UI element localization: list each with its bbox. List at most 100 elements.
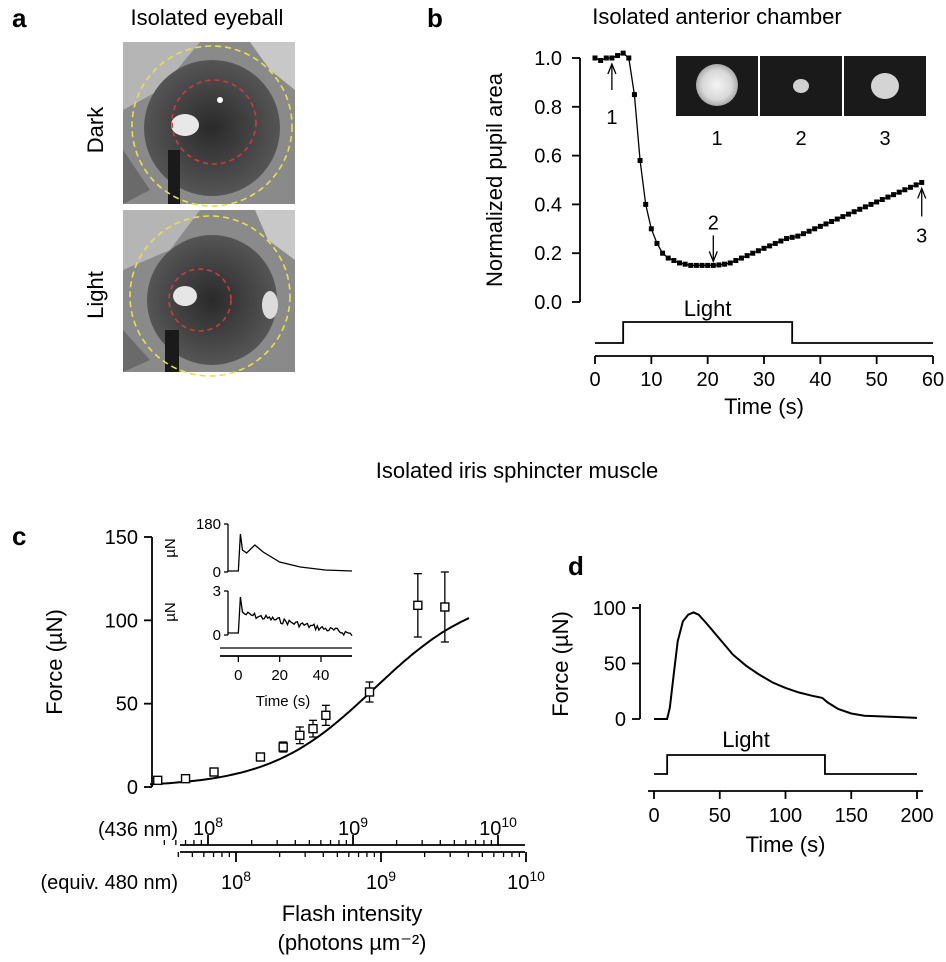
panel-c-480-tick-label: 108 bbox=[221, 868, 251, 894]
panel-b-data-point bbox=[699, 262, 705, 268]
panel-b-data-point bbox=[879, 197, 885, 203]
panel-b-data-point bbox=[829, 218, 835, 224]
pupil-outline-light bbox=[168, 268, 232, 332]
panel-b-data-point bbox=[823, 221, 829, 227]
panel-b-arrow-label-2: 2 bbox=[708, 212, 719, 234]
panel-c-data-point bbox=[364, 687, 375, 697]
panel-b-data-point bbox=[660, 250, 666, 256]
iris-outline-dark bbox=[131, 45, 293, 207]
panel-c-data-point bbox=[295, 730, 305, 741]
panel-d-chart: 0 50 100 Force (µN) Light 0 50 100 150 200 Time (s… bbox=[548, 598, 934, 857]
panel-d-y-tick-label: 100 bbox=[593, 598, 626, 620]
panel-c-data-point bbox=[278, 742, 288, 752]
panel-b-data-point bbox=[727, 260, 733, 266]
panel-c-436-tick-exponent: 8 bbox=[215, 814, 223, 830]
panel-c-x-axis-units: (photons µm⁻²) bbox=[278, 930, 427, 955]
panel-c-data-point bbox=[255, 752, 266, 762]
inset-top-y-tick-label: 0 bbox=[213, 564, 221, 581]
panel-b-data-point bbox=[750, 250, 756, 256]
panel-c-436-tick-label: 109 bbox=[338, 814, 368, 840]
inset-x-tick-label: 40 bbox=[313, 667, 330, 684]
panel-b-title: Isolated anterior chamber bbox=[592, 4, 841, 29]
panel-a-letter: a bbox=[12, 3, 27, 33]
panel-b-data-point bbox=[806, 228, 812, 234]
inset-bottom-y-tick-label: 3 bbox=[213, 583, 221, 600]
panel-c-x-axis-label: Flash intensity bbox=[282, 901, 423, 926]
panel-b-x-tick-label: 0 bbox=[589, 369, 600, 391]
panel-b-data-point bbox=[896, 189, 902, 195]
panel-d-light-label: Light bbox=[722, 727, 770, 752]
inset-image-label-2: 2 bbox=[795, 128, 806, 150]
panel-c-480-tick-exponent: 8 bbox=[243, 868, 251, 884]
panel-b-data-point bbox=[857, 206, 863, 212]
panel-b-data-point bbox=[682, 261, 688, 267]
panel-b-data-point bbox=[862, 204, 868, 210]
panel-c-436-tick-label: 108 bbox=[193, 814, 223, 840]
panel-b-data-point bbox=[598, 57, 604, 63]
panel-d-y-tick-label: 50 bbox=[604, 654, 626, 676]
panel-c-letter: c bbox=[12, 521, 26, 551]
panel-d-force-trace bbox=[654, 611, 918, 720]
panel-c-480-tick-exponent: 10 bbox=[529, 868, 545, 884]
panel-c-fit-curve bbox=[149, 617, 470, 786]
panel-b-data-point bbox=[648, 226, 654, 232]
panel-c-data-point bbox=[308, 723, 318, 734]
panel-b-data-point bbox=[722, 261, 728, 267]
panel-b-data-point bbox=[716, 262, 722, 268]
panel-b-x-tick-label: 10 bbox=[640, 369, 662, 391]
panel-b-data-point bbox=[795, 233, 801, 239]
panel-b-data-point bbox=[800, 231, 806, 237]
panel-b-data-point bbox=[626, 55, 632, 61]
panel-c-436-axis-label: (436 nm) bbox=[98, 819, 178, 841]
panel-b-data-point bbox=[834, 216, 840, 222]
panel-d-y-axis-label: Force (µN) bbox=[548, 611, 573, 717]
panel-d-x-tick-label: 100 bbox=[769, 805, 802, 827]
panel-b-data-point bbox=[665, 255, 671, 261]
inset-top-trace bbox=[228, 533, 353, 572]
panel-b-inset-images bbox=[676, 56, 926, 116]
panel-b-chart: 0.0 0.2 0.4 0.6 0.8 1.0 Normalized pupil area 1… bbox=[482, 48, 944, 419]
inset-top-y-label: µN bbox=[162, 538, 179, 557]
panel-b-y-tick-label: 0.0 bbox=[534, 292, 562, 314]
panel-b-x-axis-label: Time (s) bbox=[724, 394, 804, 419]
panel-b-arrowhead-1 bbox=[607, 62, 617, 75]
panel-b-data-point bbox=[840, 214, 846, 220]
panel-b-data-point bbox=[868, 201, 874, 207]
panel-c-480-tick-exponent: 9 bbox=[388, 868, 396, 884]
panel-b-data-point bbox=[784, 236, 790, 242]
inset-image-label-1: 1 bbox=[711, 128, 722, 150]
panel-c-436-tick-exponent: 9 bbox=[360, 814, 368, 830]
panel-d-light-trace bbox=[654, 754, 917, 775]
panel-d-x-axis-label: Time (s) bbox=[746, 832, 826, 857]
panel-b-data-point bbox=[817, 223, 823, 229]
panel-d-x-tick-label: 150 bbox=[835, 805, 868, 827]
panel-c-data-point bbox=[180, 773, 191, 784]
panel-b-y-axis-label: Normalized pupil area bbox=[482, 72, 507, 287]
panel-b-y-tick-label: 1.0 bbox=[534, 48, 562, 70]
panel-b-data-point bbox=[592, 55, 598, 61]
panel-b-letter: b bbox=[427, 3, 443, 33]
panel-c-480-axis-label: (equiv. 480 nm) bbox=[41, 872, 178, 894]
panel-b-data-point bbox=[919, 179, 925, 185]
panel-b-data-point bbox=[846, 211, 851, 217]
panel-b-arrow-label-1: 1 bbox=[606, 107, 617, 129]
section-title: Isolated iris sphincter muscle bbox=[376, 458, 658, 483]
panel-b-arrowhead-3 bbox=[917, 186, 927, 199]
panel-b-data-point bbox=[767, 243, 773, 249]
dark-label: Dark bbox=[83, 106, 108, 153]
panel-c-436-tick-exponent: 10 bbox=[501, 814, 517, 830]
panel-b-arrow-label-3: 3 bbox=[916, 225, 927, 247]
panel-b-data-point bbox=[643, 201, 649, 207]
panel-c-y-tick-label: 0 bbox=[127, 777, 138, 799]
panel-c-y-tick-label: 50 bbox=[116, 694, 138, 716]
panel-d-letter: d bbox=[568, 551, 584, 581]
inset-bottom-trace bbox=[228, 596, 353, 637]
panel-b-data-point bbox=[891, 192, 897, 198]
panel-b-data-point bbox=[778, 238, 784, 244]
panel-b-data-point bbox=[603, 55, 609, 61]
panel-b-data-point bbox=[907, 184, 913, 190]
panel-c-y-tick-label: 150 bbox=[105, 527, 138, 549]
panel-c-data-point bbox=[321, 710, 331, 721]
inset-x-tick-label: 0 bbox=[234, 667, 242, 684]
